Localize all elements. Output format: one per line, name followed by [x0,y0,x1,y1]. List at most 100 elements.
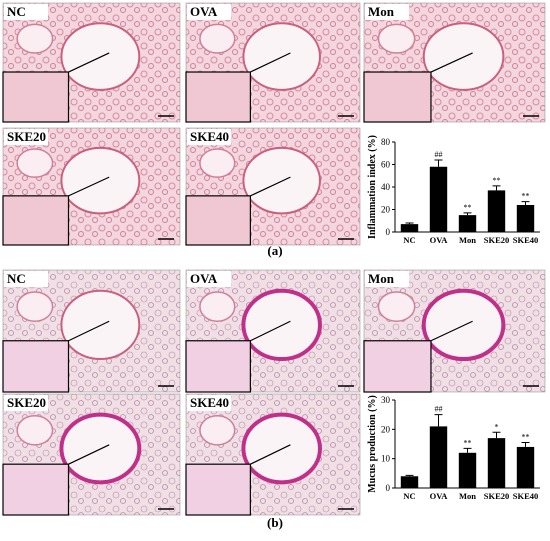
vessel [16,148,54,178]
inset [185,463,251,516]
image-label: SKE20 [7,395,46,410]
x-tick-label: Mon [459,235,476,245]
significance-mark: ** [522,192,530,201]
image-label-bg [4,129,48,145]
panel-label: (a) [267,243,282,258]
image-label-bg [187,129,231,145]
image-label: NC [7,271,26,286]
bar [400,224,419,232]
inset-pointer [250,176,291,197]
image-label-bg [365,4,409,20]
image-label-bg [187,395,231,411]
y-tick-label: 40 [381,182,391,192]
significance-mark: ** [522,433,530,442]
image-label: SKE40 [190,395,229,410]
image-label-bg [187,4,231,20]
vessel [199,291,236,322]
x-tick-label: OVA [430,491,449,501]
bar [487,438,506,488]
inset-pointer [430,320,473,342]
error-bar [405,222,414,225]
error-bar [521,442,530,447]
y-tick-label: 10 [381,454,391,464]
inset-pointer [250,444,291,465]
image-label-bg [187,271,231,287]
image-label: OVA [190,4,218,19]
inset [363,340,432,393]
inset [2,71,70,123]
error-bar [405,474,414,477]
x-tick-label: SKE20 [484,491,510,501]
x-tick-label: NC [403,235,415,245]
y-tick-label: 20 [381,424,391,434]
bar [429,426,448,488]
bar [516,205,535,232]
y-tick-label: 0 [386,483,391,493]
error-bar [492,431,501,439]
error-bar [434,414,443,427]
inset [363,71,432,123]
x-tick-label: NC [403,491,415,501]
x-tick-label: Mon [459,491,476,501]
inset-pointer [68,444,110,465]
vessel [199,148,236,178]
x-tick-label: OVA [430,235,449,245]
y-tick-label: 20 [381,205,391,215]
error-bar [492,185,501,191]
image-label-bg [4,4,48,20]
error-bar [463,212,472,216]
vessel [16,415,54,446]
inset-pointer [68,52,110,73]
image-label-bg [4,395,48,411]
inset [2,463,70,516]
inset-pointer [250,320,291,342]
error-bar [463,447,472,453]
y-tick-label: 80 [381,137,391,147]
image-label: Mon [368,271,395,286]
y-tick-label: 0 [386,227,391,237]
significance-mark: ## [435,150,443,159]
significance-mark: ** [493,176,501,185]
image-label: OVA [190,271,218,286]
y-tick-label: 30 [381,395,391,405]
vessel [199,415,236,446]
error-bar [434,159,443,167]
significance-mark: ** [464,438,472,447]
x-tick-label: SKE40 [513,235,539,245]
image-label-bg [4,271,48,287]
bar [400,476,419,488]
y-tick-label: 60 [381,160,391,170]
image-label: Mon [368,4,395,19]
vessel [16,291,54,322]
x-tick-label: SKE20 [484,235,510,245]
bar [487,190,506,232]
inset [2,340,70,393]
bar [458,452,477,488]
bar [458,215,477,232]
significance-mark: ## [435,405,443,414]
vessel [16,23,54,54]
image-label-bg [365,271,409,287]
inset [185,71,251,123]
x-tick-label: SKE40 [513,491,539,501]
inset-pointer [250,52,291,73]
significance-mark: ** [464,203,472,212]
vessel [377,23,416,54]
image-label: SKE20 [7,129,46,144]
significance-mark: * [495,422,499,431]
image-label: SKE40 [190,129,229,144]
inset [185,340,251,393]
bar [429,166,448,232]
inset-pointer [430,52,473,73]
inset-pointer [68,320,110,342]
y-axis-label: Mucus production (%) [367,395,378,493]
vessel [199,23,236,54]
vessel [377,291,416,322]
bar [516,446,535,488]
inset-pointer [68,176,110,197]
panel-label: (b) [267,515,283,530]
image-label: NC [7,4,26,19]
error-bar [521,201,530,205]
inset [2,195,70,246]
